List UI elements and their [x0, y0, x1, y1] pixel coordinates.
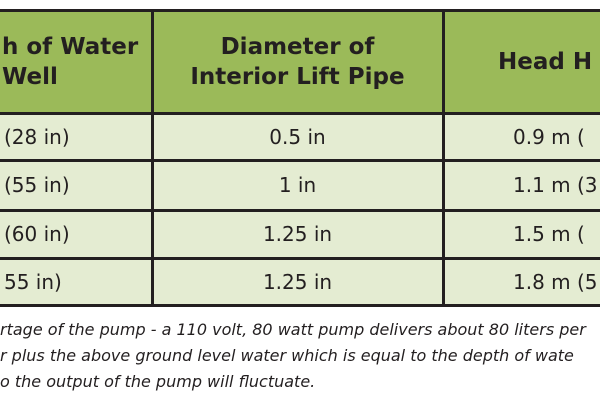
- header-cell: Diameter of Interior Lift Pipe: [152, 10, 443, 113]
- row-border: [0, 304, 600, 307]
- table-cell: 1.25 in: [152, 258, 443, 305]
- header-cell: h of Water Well: [0, 10, 152, 113]
- row-border: [0, 159, 600, 162]
- table-cell: 1 in: [152, 160, 443, 210]
- column-border: [151, 10, 154, 307]
- footnote-line: r plus the above ground level water whic…: [0, 346, 574, 365]
- table-cell: 1.25 in: [152, 210, 443, 258]
- header-text: Well: [2, 63, 58, 90]
- table-cell: 1.8 m (5 f: [443, 258, 600, 305]
- row-border: [0, 9, 600, 12]
- row-border: [0, 112, 600, 115]
- table-cell: (28 in): [0, 113, 152, 160]
- row-border: [0, 209, 600, 212]
- header-text: h of Water: [2, 33, 139, 60]
- header-cell: Head H: [443, 10, 600, 113]
- table-cell: 1.5 m (: [443, 210, 600, 258]
- table-cell: 0.9 m (: [443, 113, 600, 160]
- row-border: [0, 257, 600, 260]
- column-border: [442, 10, 445, 307]
- table-cell: 1.1 m (3: [443, 160, 600, 210]
- table-cell: 0.5 in: [152, 113, 443, 160]
- table-cell: (55 in): [0, 160, 152, 210]
- header-text: Diameter of: [220, 33, 375, 60]
- table-cell: (60 in): [0, 210, 152, 258]
- footnote-line: o the output of the pump will fluctuate.: [0, 372, 316, 391]
- footnote-line: rtage of the pump - a 110 volt, 80 watt …: [0, 320, 586, 339]
- table-cell: 55 in): [0, 258, 152, 305]
- header-text: Head H: [498, 48, 593, 75]
- header-text: Interior Lift Pipe: [190, 63, 405, 90]
